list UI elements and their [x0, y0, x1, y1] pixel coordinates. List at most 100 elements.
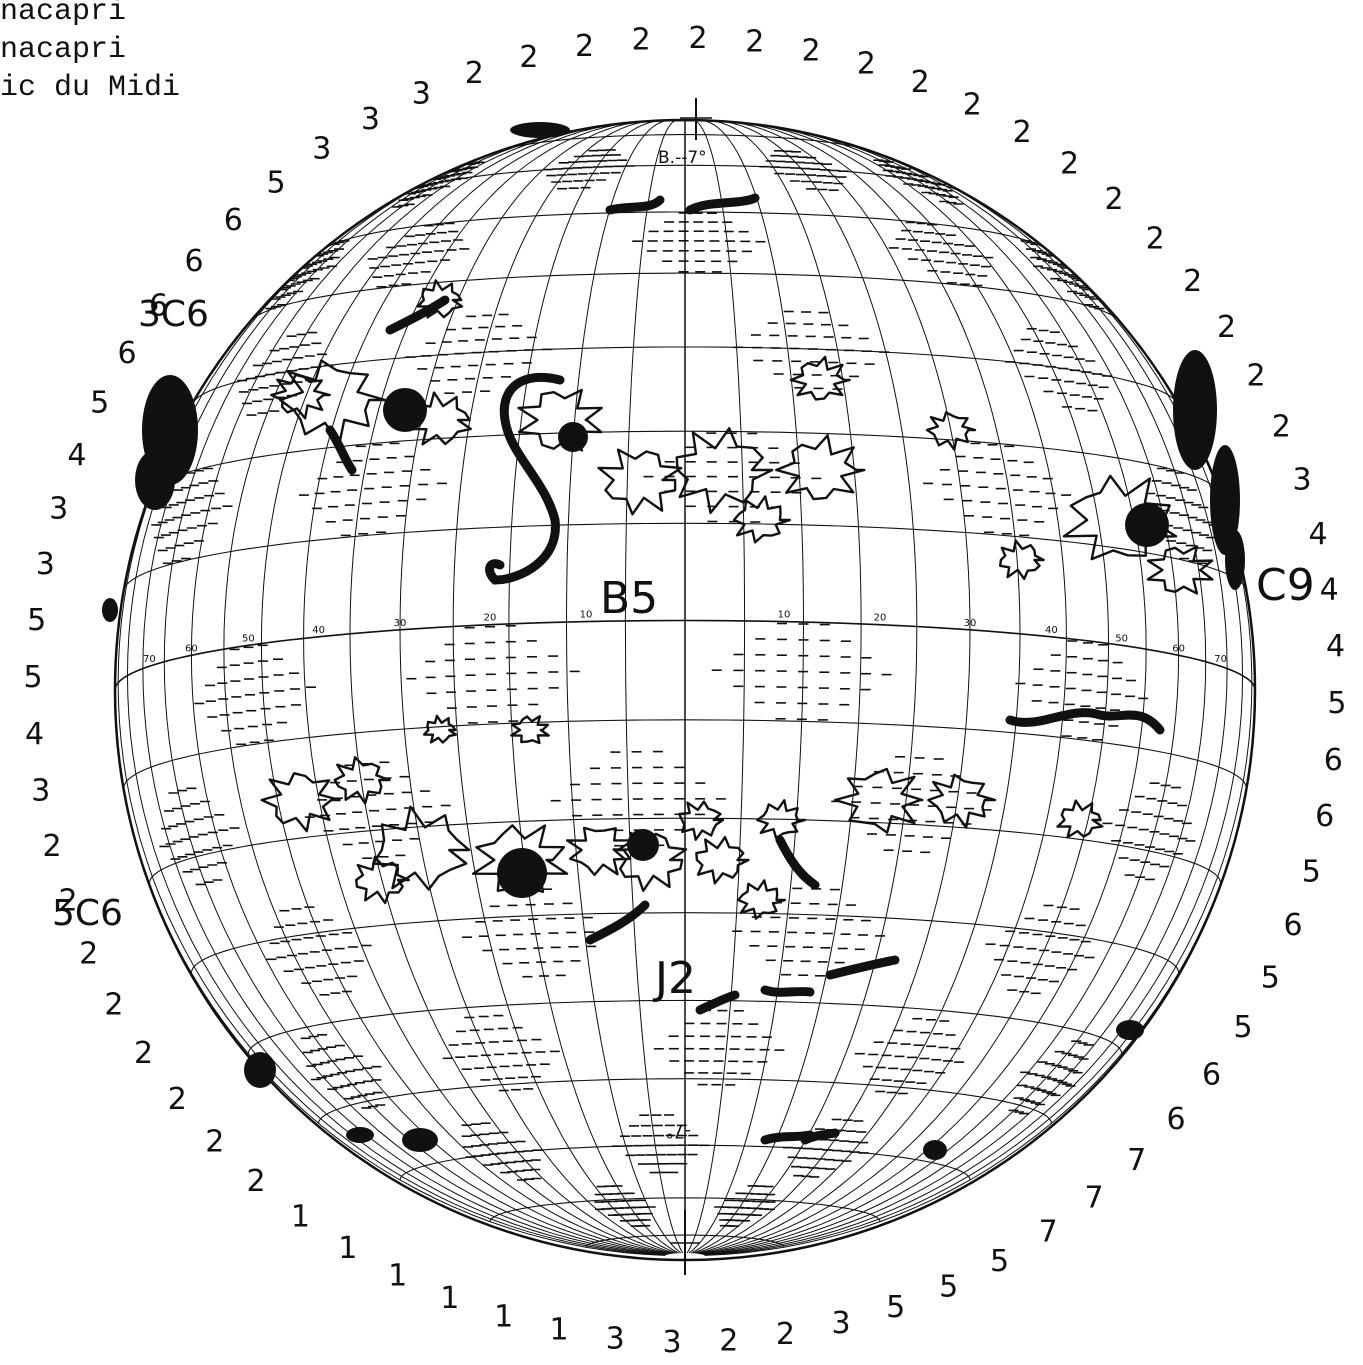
- rim-value: 2: [801, 33, 820, 68]
- longitude-tick-label: 10: [778, 610, 791, 621]
- rim-value: 6: [117, 336, 136, 371]
- plage-contour: [675, 427, 774, 515]
- plage-contour: [270, 373, 331, 420]
- rim-value: 6: [149, 288, 168, 323]
- filament: [695, 990, 740, 1015]
- prominence: [510, 122, 570, 138]
- sunspot: [558, 422, 588, 452]
- region-label-b5: B5: [600, 573, 658, 624]
- rim-value: 7: [1039, 1215, 1058, 1250]
- plage-contour: [732, 495, 791, 544]
- rim-value: 2: [575, 29, 594, 64]
- plage-contour: [925, 411, 977, 451]
- rim-value: 1: [440, 1281, 459, 1316]
- limb-prominences: [102, 122, 1245, 1160]
- rim-value: 2: [776, 1317, 795, 1352]
- rim-value: 2: [1217, 310, 1236, 345]
- rim-value: 2: [465, 56, 484, 91]
- rim-value: 2: [42, 829, 61, 864]
- plage-contour: [565, 826, 635, 877]
- prominence: [1210, 445, 1240, 555]
- meridian-line: [117, 320, 666, 1256]
- meridian-line: [699, 126, 1110, 1255]
- rim-value: 2: [168, 1082, 187, 1117]
- rim-value: 6: [1284, 908, 1303, 943]
- rim-value: 2: [1272, 409, 1291, 444]
- plage-contour: [279, 359, 387, 445]
- rim-value: 6: [184, 244, 203, 279]
- rim-value: 5: [1261, 960, 1280, 995]
- prominence: [923, 1140, 947, 1160]
- filament: [485, 372, 565, 585]
- meridian-line: [223, 127, 669, 1255]
- prominence: [346, 1127, 374, 1143]
- rim-value: 5: [27, 603, 46, 638]
- longitude-tick-labels: 70 60 50 40 30 20 10 10 20 30 40 50 60 70: [143, 610, 1227, 666]
- b-angle-top-label: B.--7°: [658, 148, 707, 168]
- rim-value: 1: [388, 1258, 407, 1293]
- meridian-line: [260, 126, 671, 1255]
- rim-value: 5: [939, 1269, 958, 1304]
- plage-contour: [737, 879, 786, 920]
- meridian-line: [163, 142, 667, 1255]
- meridian-line: [696, 122, 1021, 1254]
- rim-value: 6: [1324, 743, 1343, 778]
- filament: [775, 835, 820, 890]
- rim-value: 4: [1308, 517, 1327, 552]
- rim-value: 5: [1233, 1010, 1252, 1045]
- plage-contour: [471, 824, 569, 893]
- prominence: [244, 1052, 276, 1088]
- meridian-line: [694, 121, 971, 1254]
- longitude-tick-label: 20: [484, 613, 497, 624]
- rim-value: 5: [886, 1290, 905, 1325]
- rim-value: 2: [1183, 264, 1202, 299]
- rim-value: 1: [338, 1231, 357, 1266]
- rim-value: 2: [134, 1036, 153, 1071]
- meridian-line: [508, 120, 680, 1254]
- longitude-tick-label: 30: [964, 618, 977, 629]
- sunspot: [1125, 503, 1169, 547]
- sunspot: [497, 848, 547, 898]
- plage-contour: [775, 434, 866, 501]
- rim-value: 3: [606, 1321, 625, 1356]
- rim-value: 3: [361, 102, 380, 137]
- sunspot: [383, 388, 427, 432]
- rim-value: 2: [79, 937, 98, 972]
- rim-value: 3: [36, 547, 55, 582]
- region-label-c9: C9: [1256, 560, 1315, 611]
- meridian-line: [126, 202, 666, 1256]
- longitude-tick-label: 70: [1214, 654, 1227, 665]
- header-line-1: nacapri: [0, 0, 127, 29]
- rim-value: 6: [1202, 1058, 1221, 1093]
- plage-contour: [355, 855, 410, 905]
- rim-value: 2: [857, 47, 876, 82]
- meridian-line: [690, 120, 862, 1254]
- meridian-line: [698, 123, 1067, 1255]
- meridian-line: [399, 121, 676, 1254]
- plage-contour: [756, 799, 807, 840]
- rim-value: 1: [549, 1313, 568, 1348]
- longitude-tick-label: 40: [1045, 625, 1058, 636]
- meridian-line: [701, 127, 1147, 1255]
- rim-value: 1: [291, 1200, 310, 1235]
- rim-value: 2: [1060, 147, 1079, 182]
- rim-value: 2: [1146, 221, 1165, 256]
- rim-value: 3: [662, 1325, 681, 1360]
- plage-contour: [597, 448, 683, 516]
- prominence: [102, 598, 118, 622]
- plage-contour: [999, 539, 1045, 581]
- rim-value: 5: [1302, 854, 1321, 889]
- plage-contour: [612, 831, 688, 892]
- rim-value: 2: [246, 1164, 265, 1199]
- prominence: [402, 1128, 438, 1152]
- plage-contour: [422, 714, 457, 744]
- rim-value: 5: [1327, 686, 1346, 721]
- filaments: [325, 193, 1165, 1145]
- region-label-3c6: 3C6: [138, 294, 209, 335]
- rim-value: 5: [266, 165, 285, 200]
- longitude-tick-label: 60: [1172, 643, 1185, 654]
- rim-value: 2: [205, 1125, 224, 1160]
- rim-value: 3: [312, 132, 331, 167]
